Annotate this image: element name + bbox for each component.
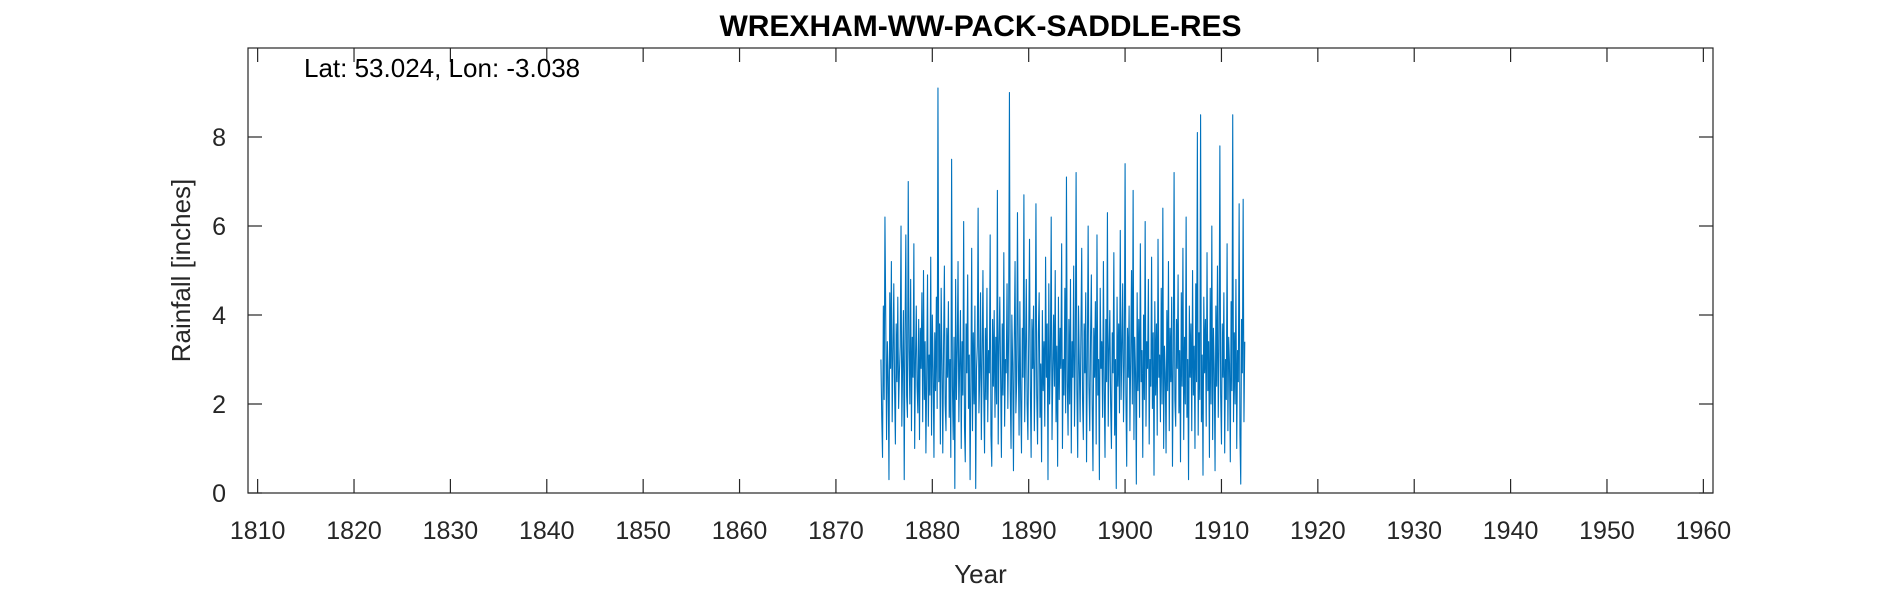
x-tick-label: 1850: [615, 517, 671, 545]
y-tick-label: 4: [212, 302, 226, 330]
rainfall-series-line: [880, 87, 1246, 490]
x-tick-label: 1810: [230, 517, 286, 545]
y-tick-label: 0: [212, 480, 226, 508]
x-tick-label: 1930: [1386, 517, 1442, 545]
x-tick-label: 1900: [1097, 517, 1153, 545]
lat-lon-annotation: Lat: 53.024, Lon: -3.038: [304, 53, 580, 83]
x-tick-label: 1880: [904, 517, 960, 545]
axis-ticks: 1810 1820 1830 1840 1850 1860 1870 1880 1890 1900…: [212, 48, 1731, 545]
x-tick-label: 1950: [1579, 517, 1635, 545]
x-tick-label: 1910: [1194, 517, 1250, 545]
y-axis-label: Rainfall [inches]: [166, 179, 196, 363]
axes-box: [247, 47, 1714, 494]
x-tick-label: 1960: [1676, 517, 1732, 545]
x-tick-label: 1860: [712, 517, 768, 545]
x-tick-label: 1940: [1483, 517, 1539, 545]
plot-area: [880, 87, 1246, 490]
x-tick-label: 1820: [326, 517, 382, 545]
x-tick-label: 1890: [1001, 517, 1057, 545]
x-axis-label: Year: [954, 559, 1007, 589]
x-tick-label: 1840: [519, 517, 575, 545]
y-tick-label: 6: [212, 213, 226, 241]
chart-title: WREXHAM-WW-PACK-SADDLE-RES: [719, 10, 1241, 43]
y-tick-label: 8: [212, 124, 226, 152]
y-tick-label: 2: [212, 391, 226, 419]
x-tick-label: 1830: [423, 517, 479, 545]
x-tick-label: 1920: [1290, 517, 1346, 545]
x-tick-label: 1870: [808, 517, 864, 545]
